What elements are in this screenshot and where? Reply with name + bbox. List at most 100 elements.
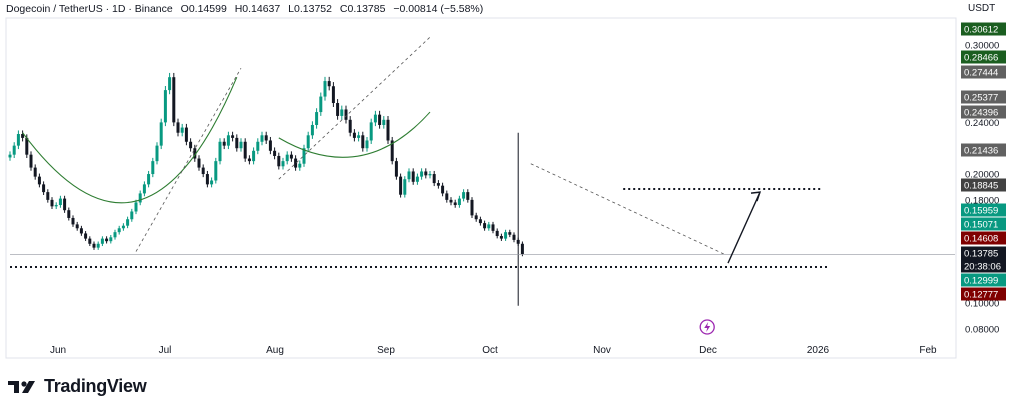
candle-body: [428, 174, 432, 176]
candle-body: [474, 215, 478, 220]
price-badge-label: 20:38:06: [964, 262, 1001, 273]
candle-body: [340, 109, 344, 116]
price-badge-label: 0.14608: [964, 234, 998, 245]
price-badge-label: 0.13785: [964, 249, 998, 260]
price-chart[interactable]: 0.300000.280000.260000.240000.220000.200…: [0, 0, 1024, 370]
position-diagonal: [278, 36, 431, 180]
candle-body: [512, 234, 516, 240]
price-badge-label: 0.12999: [964, 276, 998, 287]
candle-body: [138, 193, 142, 203]
price-badge: [961, 90, 1006, 104]
candle-body: [281, 161, 285, 167]
candle-body: [285, 154, 289, 162]
candle-body: [273, 150, 277, 156]
candle-body: [92, 243, 96, 248]
candle-body: [189, 141, 193, 149]
candle-body: [176, 122, 180, 133]
price-badge: [961, 273, 1006, 287]
plot-frame: [5, 17, 957, 359]
candle-body: [247, 158, 251, 162]
candle-body: [382, 119, 386, 125]
price-badge: [961, 143, 1006, 157]
symbol-header: Dogecoin / TetherUS · 1D · Binance O0.14…: [6, 3, 488, 15]
candle-body: [306, 135, 310, 149]
candle-body: [256, 141, 260, 151]
candle-body: [436, 183, 440, 186]
candle-body: [172, 77, 176, 123]
candle-body: [71, 217, 75, 225]
candle-body: [134, 202, 138, 212]
ohlc-open: O0.14599: [180, 3, 227, 15]
candle-body: [168, 77, 172, 91]
price-tick-label: 0.18000: [965, 195, 999, 206]
candle-body: [361, 135, 365, 149]
candle-body: [84, 233, 88, 239]
candle-body: [243, 141, 247, 159]
candle-body: [96, 243, 100, 248]
tradingview-logo[interactable]: TradingView: [8, 376, 147, 397]
candle-body: [470, 199, 474, 216]
candle-body: [487, 224, 491, 229]
candle-body: [239, 141, 243, 149]
projection-arrow: [727, 191, 761, 264]
candle-body: [50, 199, 54, 207]
candle-body: [348, 119, 352, 133]
price-badge-label: 0.25377: [964, 93, 998, 104]
candle-body: [277, 155, 281, 167]
symbol-title[interactable]: Dogecoin / TetherUS · 1D · Binance: [6, 3, 173, 15]
candle-body: [58, 198, 62, 206]
candle-body: [147, 174, 151, 185]
price-tick-label: 0.24000: [965, 118, 999, 129]
candle-body: [319, 96, 323, 113]
time-axis: Jun Jul Aug Sep Oct Nov Dec 2026 Feb: [50, 345, 937, 356]
candle-body: [231, 135, 235, 138]
candle-body: [67, 210, 71, 218]
price-badge-label: 0.24396: [964, 108, 998, 119]
candle-body: [445, 193, 449, 200]
price-badge: [961, 246, 1006, 260]
candle-body: [491, 224, 495, 231]
candle-body: [29, 154, 33, 168]
price-badge-label: 0.28466: [964, 53, 998, 64]
candle-body: [415, 176, 419, 182]
candle-body: [21, 134, 25, 138]
price-badge: [961, 65, 1006, 79]
candle-body: [386, 119, 390, 141]
candle-body: [268, 140, 272, 151]
price-badge: [961, 50, 1006, 64]
time-tick-label: Aug: [266, 345, 284, 356]
candle-body: [407, 171, 411, 180]
candle-body: [222, 141, 226, 146]
ohlc-low: L0.13752: [288, 3, 332, 15]
lightning-bolt: [704, 322, 711, 332]
time-tick-label: Jul: [159, 345, 172, 356]
candle-body: [411, 171, 415, 182]
price-badge-label: 0.15959: [964, 206, 998, 217]
candle-body: [75, 224, 79, 229]
price-badge-label: 0.12777: [964, 290, 998, 301]
time-tick-label: Nov: [593, 345, 611, 356]
candle-body: [79, 228, 83, 234]
rounding-bottom-curve: [278, 111, 431, 158]
candle-body: [457, 198, 461, 206]
candle-body: [42, 184, 46, 193]
candle-body: [105, 238, 109, 242]
price-badge-label: 0.15071: [964, 220, 998, 231]
candle-body: [205, 174, 209, 185]
candle-body: [466, 192, 470, 200]
candle-body: [315, 112, 319, 125]
candle-body: [432, 174, 436, 184]
candle-body: [357, 135, 361, 138]
candle-body: [378, 114, 382, 125]
time-tick-label: Sep: [377, 345, 395, 356]
candle-body: [117, 228, 121, 233]
candle-body: [449, 199, 453, 203]
time-tick-label: 2026: [807, 345, 830, 356]
candle-body: [25, 137, 29, 155]
candle-body: [369, 122, 373, 141]
candle-body: [63, 198, 67, 211]
candle-body: [390, 140, 394, 162]
candle-body: [142, 184, 146, 194]
candle-body: [344, 109, 348, 120]
currency-label: USDT: [968, 3, 996, 14]
